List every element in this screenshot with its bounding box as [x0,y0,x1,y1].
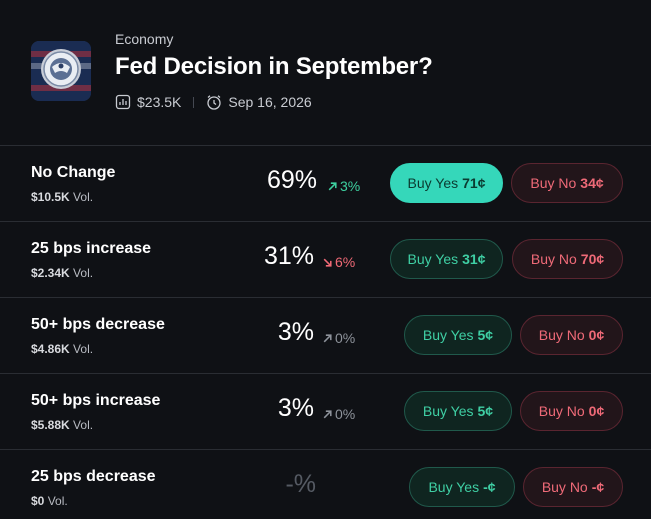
buy-no-price: 70¢ [580,251,605,267]
buy-yes-price: 71¢ [462,175,486,191]
outcome-volume-label: Vol. [73,190,94,204]
outcome-volume-label: Vol. [47,494,68,508]
buy-yes-price: 5¢ [477,327,494,343]
outcome-name: 25 bps decrease [31,468,156,485]
buy-yes-label: Buy Yes [422,327,474,343]
outcome-volume: $4.86K Vol. [31,342,93,356]
arrow-up-right-icon [323,333,332,342]
outcome-change: 3% [327,178,360,194]
outcome-volume-amount: $4.86K [31,342,70,356]
buy-no-button[interactable]: Buy No 34¢ [511,163,623,203]
buy-no-price: 0¢ [588,403,605,419]
market-category[interactable]: Economy [115,31,174,47]
outcome-row-25-bps-decrease[interactable]: 25 bps decrease $0 Vol. -% Buy Yes -¢ Buy… [0,449,651,519]
market-title: Fed Decision in September? [115,53,433,80]
buy-yes-button[interactable]: Buy Yes 71¢ [390,163,503,203]
buy-yes-label: Buy Yes [407,175,459,191]
outcome-change: 6% [322,254,355,270]
outcome-change-value: 3% [340,178,361,194]
buy-no-label: Buy No [538,403,585,419]
buy-no-price: -¢ [591,479,605,495]
outcome-name: 25 bps increase [31,240,152,257]
market-end-date: Sep 16, 2026 [228,94,312,110]
buy-no-label: Buy No [538,327,585,343]
buy-no-price: 34¢ [580,175,604,191]
outcome-volume: $2.34K Vol. [31,266,93,280]
outcome-probability: 69% [266,166,317,194]
outcome-change-value: 0% [335,406,356,422]
outcome-volume: $5.88K Vol. [31,418,93,432]
buy-no-button[interactable]: Buy No 0¢ [520,391,623,431]
buy-yes-label: Buy Yes [428,479,480,495]
buy-yes-button[interactable]: Buy Yes -¢ [409,467,515,507]
outcome-volume: $0 Vol. [31,494,68,508]
buy-no-price: 0¢ [588,327,605,343]
outcome-row-25-bps-increase[interactable]: 25 bps increase $2.34K Vol. 31% 6% Buy Y… [0,221,651,298]
outcome-name: 50+ bps decrease [31,316,165,333]
buy-yes-price: 5¢ [477,403,494,419]
buy-no-label: Buy No [541,479,588,495]
outcome-probability: -% [285,470,316,498]
outcome-change-value: 0% [335,330,356,346]
buy-yes-button[interactable]: Buy Yes 5¢ [404,315,512,355]
outcome-volume-amount: $0 [31,494,45,508]
buy-no-button[interactable]: Buy No 0¢ [520,315,623,355]
outcome-volume-label: Vol. [73,418,94,432]
buy-no-label: Buy No [530,175,577,191]
outcome-change: 0% [322,406,355,422]
outcome-volume-label: Vol. [73,342,94,356]
outcome-row-50-bps-decrease[interactable]: 50+ bps decrease $4.86K Vol. 3% 0% Buy Y… [0,297,651,374]
buy-yes-button[interactable]: Buy Yes 5¢ [404,391,512,431]
buy-no-button[interactable]: Buy No 70¢ [512,239,623,279]
buy-no-label: Buy No [530,251,577,267]
outcome-volume: $10.5K Vol. [31,190,93,204]
buy-yes-price: -¢ [483,479,496,495]
buy-yes-button[interactable]: Buy Yes 31¢ [390,239,503,279]
outcome-probability: 3% [277,318,314,346]
outcome-name: No Change [31,164,116,181]
arrow-down-right-icon [323,258,332,267]
outcome-probability: 31% [263,242,314,270]
outcome-volume-amount: $5.88K [31,418,70,432]
outcome-volume-amount: $10.5K [31,190,70,204]
outcome-change-value: 6% [335,254,356,270]
outcome-row-no-change[interactable]: No Change $10.5K Vol. 69% 3% Buy Yes 71¢ … [0,145,651,222]
arrow-up-right-icon [328,181,337,190]
market-meta: $23.5K Sep 16, 2026 [115,92,312,112]
bar-chart-icon [115,94,131,110]
outcome-volume-label: Vol. [73,266,94,280]
outcome-probability: 3% [277,394,314,422]
buy-yes-price: 31¢ [462,251,486,267]
alarm-clock-icon [206,94,222,110]
market-header: Economy Fed Decision in September? $23.5… [0,0,651,146]
meta-divider [193,96,195,108]
federal-reserve-seal-icon [31,41,91,101]
outcome-volume-amount: $2.34K [31,266,70,280]
outcome-change: 0% [322,330,355,346]
buy-no-button[interactable]: Buy No -¢ [523,467,623,507]
arrow-up-right-icon [323,409,332,418]
buy-yes-label: Buy Yes [422,403,474,419]
outcome-row-50-bps-increase[interactable]: 50+ bps increase $5.88K Vol. 3% 0% Buy Y… [0,373,651,450]
outcome-name: 50+ bps increase [31,392,161,409]
market-volume: $23.5K [137,94,182,110]
buy-yes-label: Buy Yes [407,251,459,267]
